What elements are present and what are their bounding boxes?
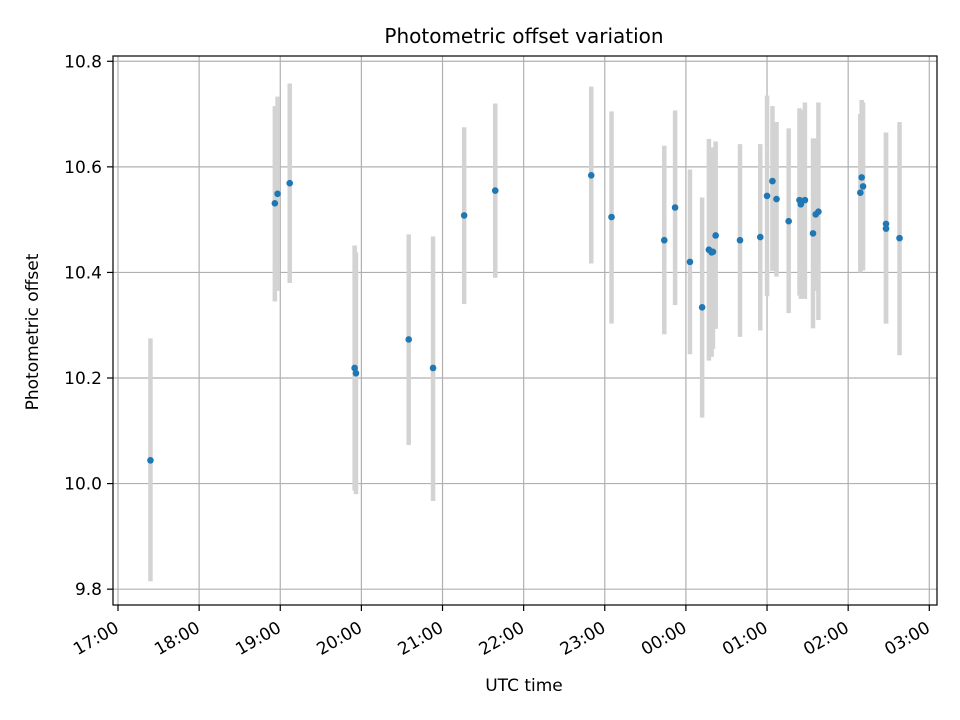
y-axis-ticks: 9.8 10.0 10.2 10.4 10.6 10.8 [64, 52, 113, 600]
data-point [660, 236, 668, 244]
data-point [429, 364, 437, 372]
data-point [271, 199, 279, 207]
chart-title: Photometric offset variation [384, 24, 663, 48]
y-tick-label: 10.8 [64, 52, 102, 72]
data-point [698, 303, 706, 311]
data-point [352, 369, 360, 377]
data-point [815, 208, 822, 216]
data-point [857, 189, 864, 197]
data-point [712, 232, 719, 239]
y-axis-title: Photometric offset [23, 253, 43, 410]
data-point [491, 187, 499, 194]
data-point [405, 336, 413, 343]
data-point [587, 172, 595, 179]
data-point [858, 174, 865, 181]
y-tick-label: 9.8 [75, 580, 102, 600]
data-points [147, 172, 903, 464]
data-point [801, 196, 809, 204]
data-point [736, 236, 744, 244]
x-axis-title: UTC time [485, 676, 563, 696]
data-point [797, 201, 805, 208]
data-point [809, 230, 817, 237]
data-point [686, 258, 694, 266]
y-tick-label: 10.6 [64, 158, 102, 178]
data-point [286, 179, 294, 187]
data-point [882, 225, 890, 232]
data-point [147, 457, 154, 464]
data-point [773, 195, 780, 203]
y-tick-label: 10.4 [64, 263, 102, 283]
y-tick-label: 10.0 [64, 475, 102, 495]
grid [113, 56, 937, 605]
data-point [460, 212, 468, 219]
data-point [274, 190, 281, 198]
data-point [763, 192, 771, 200]
y-tick-label: 10.2 [64, 369, 102, 389]
data-point [769, 177, 776, 185]
data-point [671, 204, 679, 211]
data-point [608, 213, 615, 221]
data-point [859, 183, 867, 190]
data-point [882, 220, 890, 228]
data-point [709, 248, 717, 256]
plot-frame [112, 55, 938, 606]
data-point [785, 217, 792, 225]
data-point [351, 364, 358, 372]
data-point [756, 233, 764, 241]
data-point [896, 234, 903, 242]
